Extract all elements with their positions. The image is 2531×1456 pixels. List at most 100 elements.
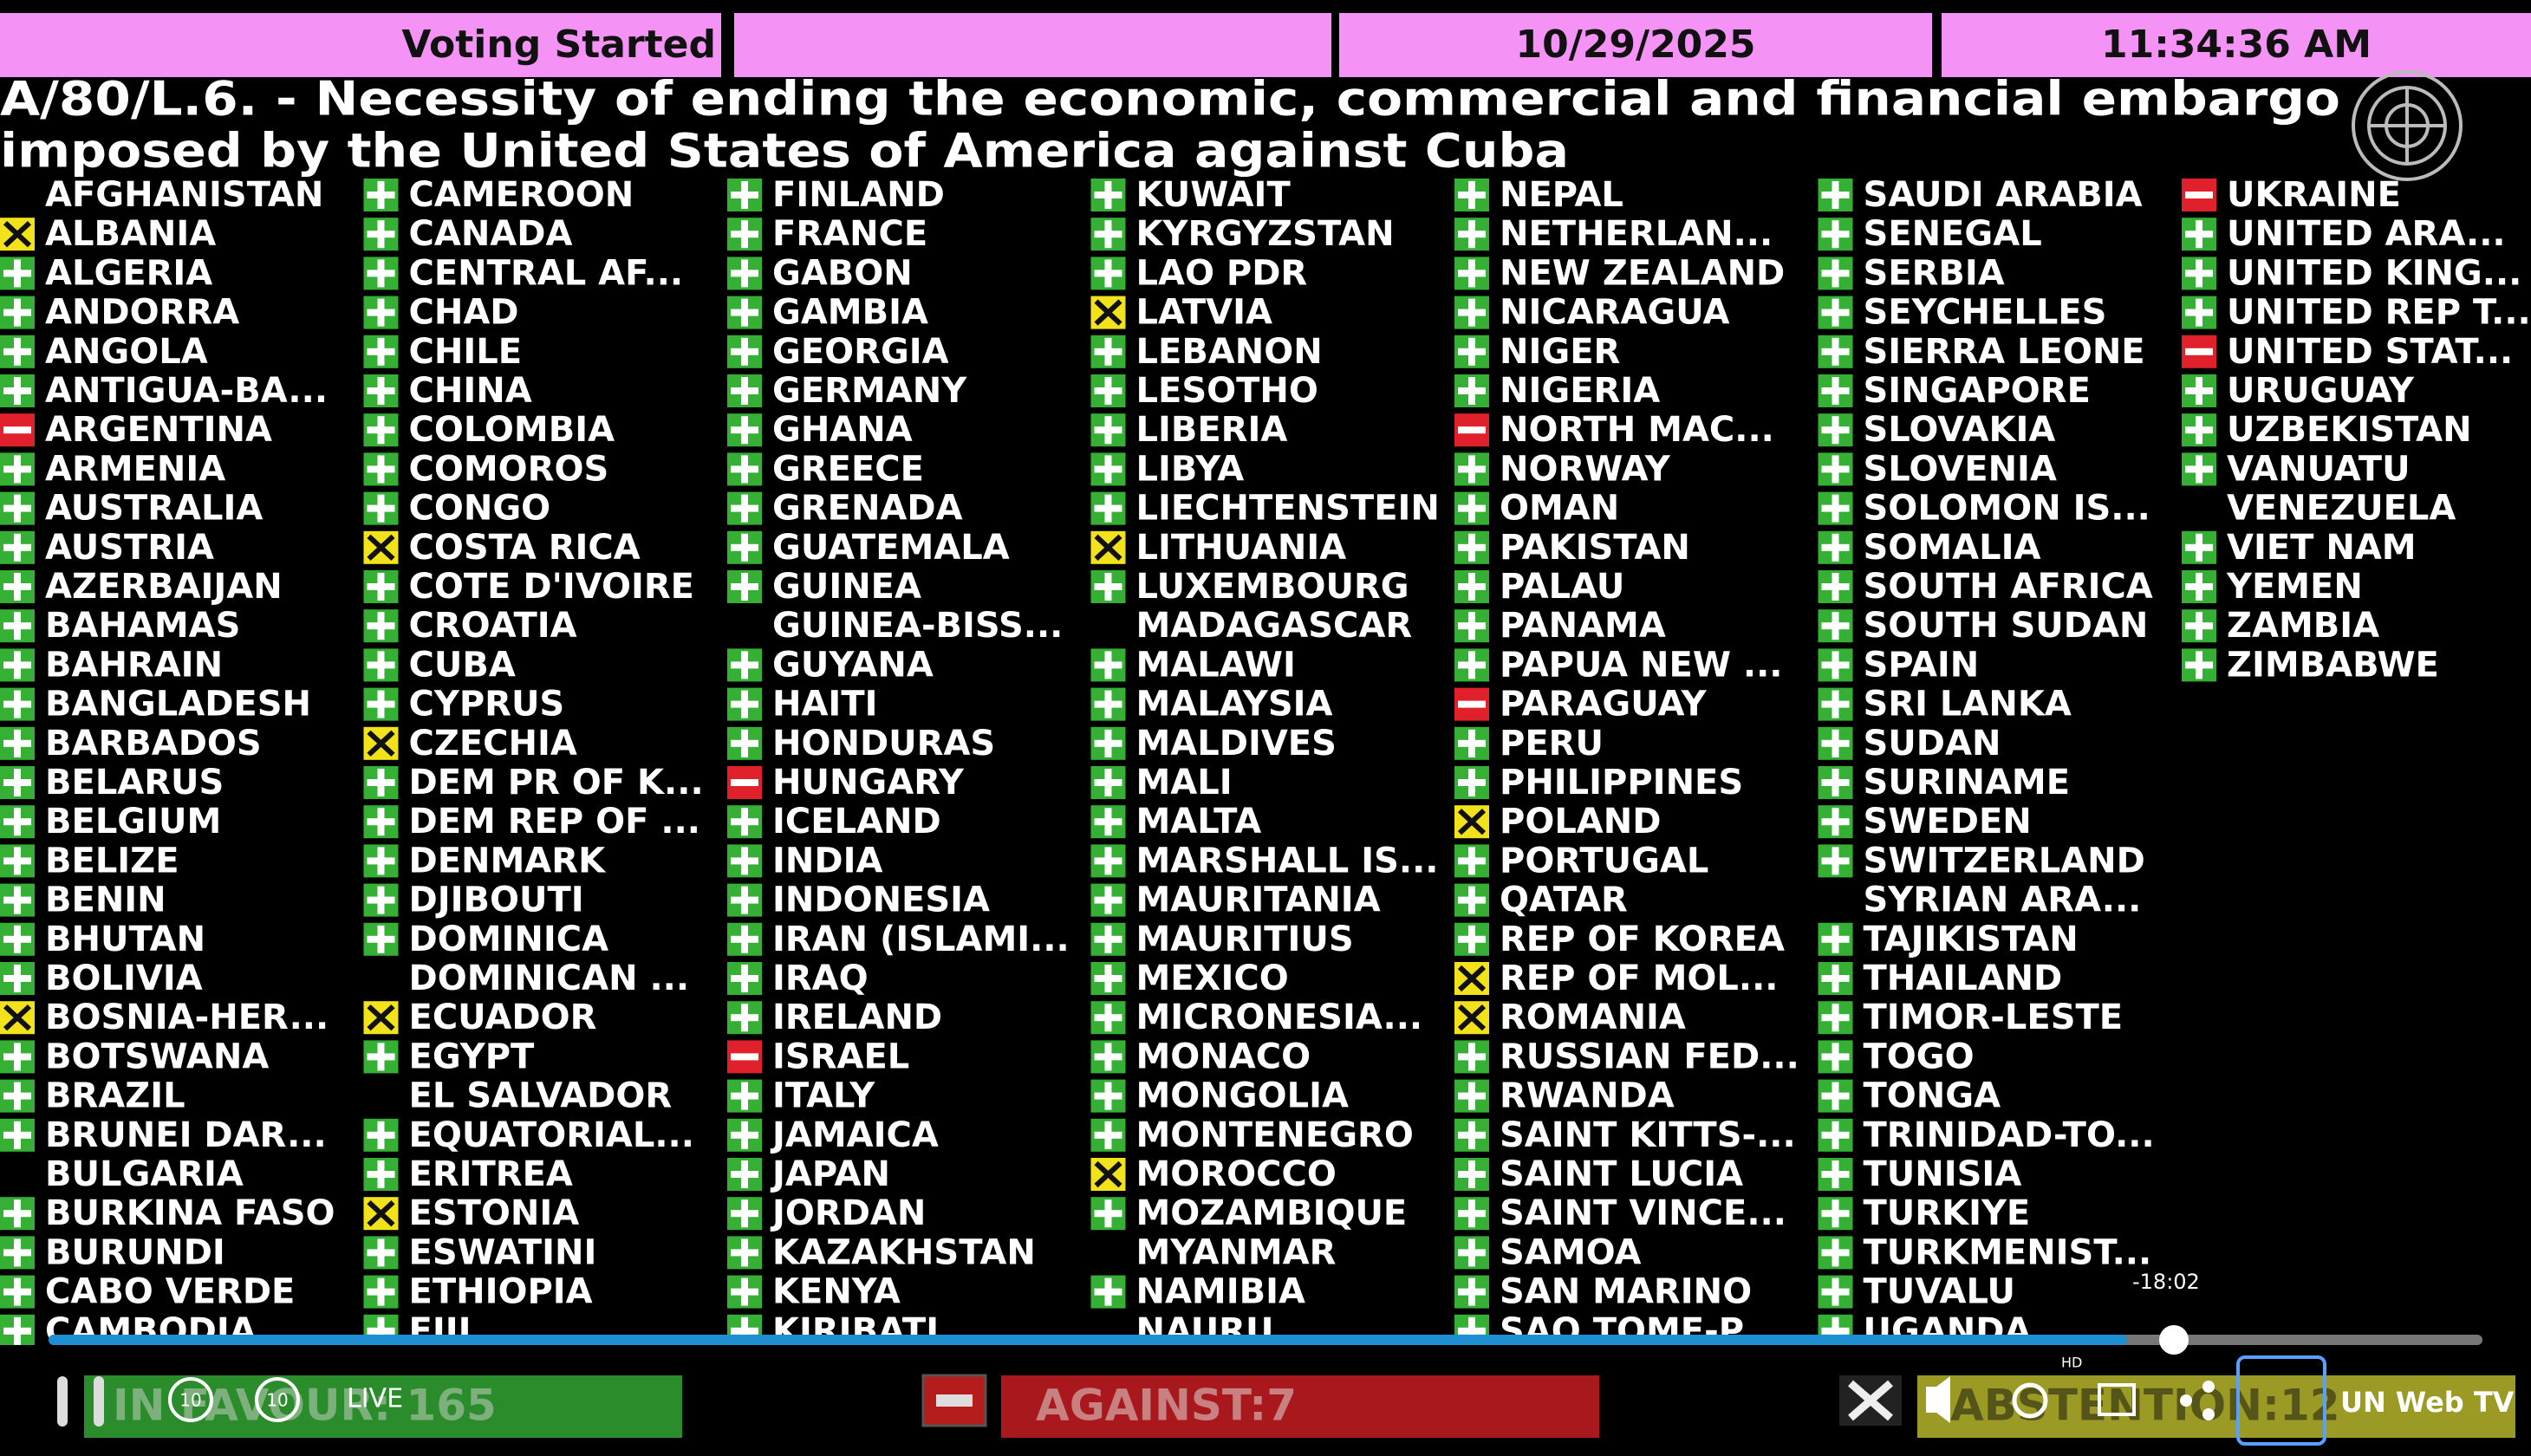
country-name: COLOMBIA: [409, 410, 615, 450]
country-name: NAMIBIA: [1136, 1272, 1305, 1312]
yes-icon-v: [741, 455, 748, 484]
yes-icon-v: [1468, 769, 1475, 796]
country-name: GUINEA-BISS...: [772, 606, 1063, 646]
settings-button[interactable]: [2012, 1382, 2048, 1419]
progress-knob[interactable]: [2159, 1325, 2189, 1355]
country-name: SAN MARINO: [1500, 1272, 1752, 1312]
country-name: SAMOA: [1500, 1232, 1642, 1272]
yes-icon-v: [377, 651, 385, 679]
yes-icon-v: [377, 1121, 385, 1149]
abstain-icon-x: [1848, 1380, 1893, 1421]
yes-icon-v: [2196, 259, 2202, 288]
yes-icon-v: [1832, 1160, 1839, 1188]
country-name: EGYPT: [409, 1037, 536, 1076]
country-name: CHILE: [409, 332, 523, 372]
play-pause[interactable]: [94, 1376, 104, 1427]
country-name: SINGAPORE: [1864, 371, 2091, 411]
country-name: MALI: [1136, 763, 1233, 803]
country-row: MONGOLIA: [1090, 1076, 1349, 1116]
country-name: ICELAND: [772, 802, 941, 842]
country-name: SAINT LUCIA: [1500, 1154, 1743, 1194]
country-name: FINLAND: [772, 175, 945, 215]
country-row: UNITED REP T...: [2182, 293, 2531, 333]
country-row: ANTIGUA-BA...: [0, 371, 328, 411]
country-row: LAO PDR: [1090, 253, 1307, 293]
country-row: TONGA: [1818, 1076, 2001, 1116]
country-name: ESTONIA: [409, 1193, 580, 1233]
country-name: MONACO: [1136, 1037, 1311, 1076]
against-total: AGAINST:7: [1036, 1381, 1297, 1431]
country-name: GEORGIA: [772, 332, 949, 372]
blank-cell: [734, 13, 1331, 77]
abstain-icon-x: [1457, 1004, 1487, 1031]
country-name: BOSNIA-HER...: [45, 998, 329, 1037]
country-row: BULGARIA: [45, 1154, 244, 1194]
yes-icon-v: [741, 1121, 748, 1149]
yes-icon-v: [14, 337, 21, 366]
yes-icon-v: [1104, 847, 1112, 875]
share-button[interactable]: [2202, 1381, 2215, 1393]
vote-board: AFGHANISTANALBANIAALGERIAANDORRAANGOLAAN…: [0, 175, 2531, 1351]
country-name: ROMANIA: [1500, 998, 1686, 1037]
country-row: SUDAN: [1818, 724, 2001, 764]
country-row: MALDIVES: [1090, 724, 1337, 764]
country-row: UNITED KING...: [2182, 253, 2521, 293]
play-pause[interactable]: [57, 1376, 68, 1427]
brand[interactable]: UN Web TV: [2340, 1386, 2515, 1419]
yes-icon-v: [14, 808, 21, 836]
volume-button[interactable]: [1926, 1376, 1950, 1423]
yes-icon-v: [1832, 1199, 1839, 1228]
pip-button[interactable]: [2098, 1383, 2136, 1416]
country-name: DOMINICA: [409, 920, 609, 959]
country-row: SAINT KITTS-...: [1454, 1115, 1796, 1155]
country-name: CROATIA: [409, 606, 577, 646]
country-name: KYRGYZSTAN: [1136, 214, 1395, 254]
country-row: OMAN: [1454, 489, 1619, 529]
country-name: MYANMAR: [1136, 1232, 1337, 1272]
country-name: DENMARK: [409, 841, 608, 881]
country-name: CONGO: [409, 489, 551, 529]
country-row: TUVALU: [1818, 1272, 2015, 1312]
live-button[interactable]: LIVE: [347, 1384, 403, 1414]
country-name: UZBEKISTAN: [2227, 410, 2472, 450]
date-cell: [1339, 13, 1932, 77]
country-row: SENEGAL: [1818, 214, 2042, 254]
rewind-button[interactable]: [168, 1377, 213, 1422]
country-name: TUNISIA: [1864, 1154, 2022, 1194]
country-name: SWEDEN: [1864, 802, 2032, 842]
yes-icon-v: [1468, 612, 1475, 640]
share-button[interactable]: [2180, 1394, 2192, 1407]
country-name: ARGENTINA: [45, 410, 272, 450]
country-row: SIERRA LEONE: [1818, 332, 2145, 372]
country-name: DEM PR OF K...: [409, 763, 704, 803]
country-row: BOLIVIA: [0, 959, 203, 998]
forward-button[interactable]: [255, 1377, 300, 1422]
rewind-label: 10: [179, 1390, 201, 1411]
yes-icon-v: [741, 181, 748, 209]
country-name: MALAYSIA: [1136, 685, 1333, 725]
country-name: ETHIOPIA: [409, 1272, 593, 1312]
yes-icon-v: [377, 455, 385, 484]
country-row: NETHERLAN...: [1454, 214, 1773, 254]
country-row: ESTONIA: [363, 1193, 580, 1233]
country-row: COTE D'IVOIRE: [363, 567, 694, 607]
country-name: POLAND: [1500, 802, 1661, 842]
exit-fullscreen-button[interactable]: [2236, 1355, 2326, 1446]
country-row: AUSTRIA: [0, 528, 214, 568]
share-button[interactable]: [2202, 1408, 2215, 1420]
country-row: SAMOA: [1454, 1232, 1642, 1272]
country-row: LIBERIA: [1090, 410, 1287, 450]
country-name: GERMANY: [772, 371, 967, 411]
country-row: PALAU: [1454, 567, 1624, 607]
yes-icon-v: [1832, 220, 1839, 249]
country-name: QATAR: [1500, 881, 1628, 920]
country-name: VIET NAM: [2227, 528, 2417, 568]
country-row: SAINT VINCE...: [1454, 1193, 1786, 1233]
yes-icon-v: [1104, 925, 1112, 953]
country-name: NORTH MAC...: [1500, 410, 1774, 450]
country-name: BANGLADESH: [45, 685, 311, 725]
country-name: ANGOLA: [45, 332, 208, 372]
yes-icon-v: [1468, 925, 1475, 953]
country-row: SURINAME: [1818, 763, 2070, 803]
yes-icon-v: [14, 925, 21, 953]
